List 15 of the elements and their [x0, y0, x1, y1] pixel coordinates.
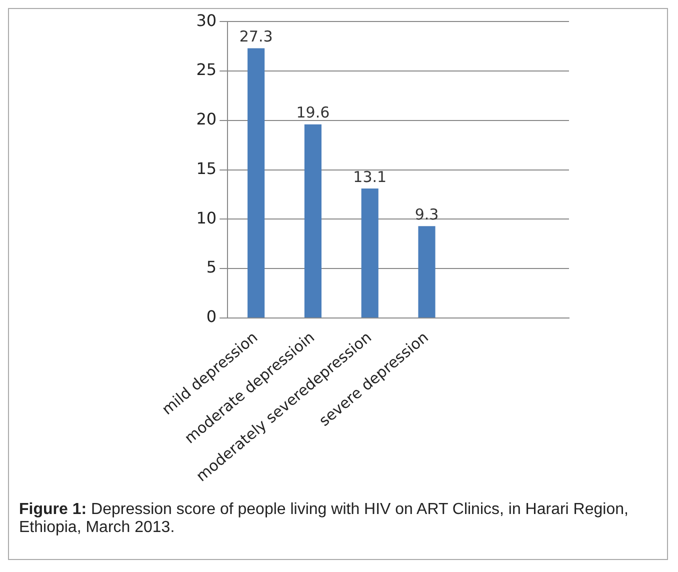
bar [418, 226, 436, 318]
data-label: 19.6 [296, 104, 330, 122]
caption: Figure 1: Depression score of people living with HIV on ART Clinics, in Harari Region, Ethiopia, March 2013. [19, 501, 628, 536]
bar [361, 188, 378, 318]
data-label: 27.3 [239, 28, 273, 46]
bar [248, 48, 265, 318]
y-tick-label: 25 [196, 60, 217, 80]
y-tick-label: 5 [206, 258, 217, 277]
bar [304, 124, 322, 318]
y-tick-label: 10 [196, 208, 217, 228]
y-tick-label: 30 [196, 10, 217, 30]
y-tick-label: 20 [196, 110, 217, 129]
y-tick-label: 15 [196, 158, 217, 178]
data-label: 13.1 [353, 168, 387, 186]
y-tick-label: 0 [206, 307, 217, 326]
